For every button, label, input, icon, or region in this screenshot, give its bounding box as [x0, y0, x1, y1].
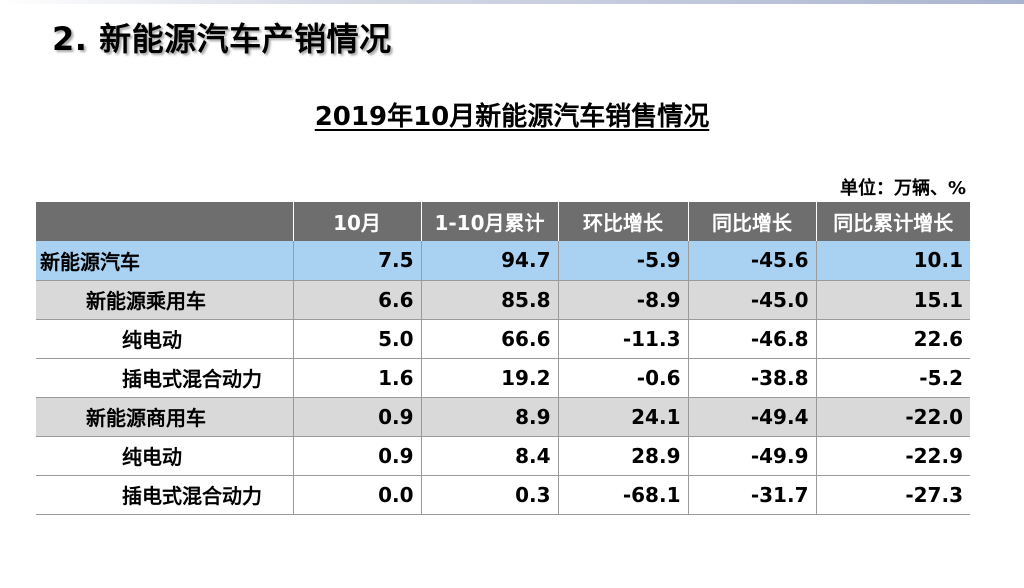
- table-cell: -49.4: [687, 397, 816, 437]
- column-header: [36, 202, 293, 241]
- table-header-row: 10月 1-10月累计 环比增长 同比增长 同比累计增长: [36, 202, 970, 241]
- table-cell: -22.9: [815, 436, 970, 476]
- table-cell: -45.0: [687, 280, 816, 320]
- table-row: 插电式混合动力 1.6 19.2 -0.6 -38.8 -5.2: [36, 358, 970, 398]
- column-header: 环比增长: [557, 202, 688, 241]
- table-row: 新能源汽车 7.5 94.7 -5.9 -45.6 10.1: [36, 241, 970, 281]
- table-cell: 0.9: [292, 436, 421, 476]
- table-cell: -31.7: [687, 475, 816, 515]
- table-cell: -0.6: [557, 358, 688, 398]
- table-title: 2019年10月新能源汽车销售情况: [314, 102, 710, 132]
- table-row: 纯电动 0.9 8.4 28.9 -49.9 -22.9: [36, 436, 970, 476]
- table-cell: 0.9: [292, 397, 421, 437]
- sales-table: 10月 1-10月累计 环比增长 同比增长 同比累计增长 新能源汽车 7.5 9…: [36, 202, 970, 515]
- table-cell: -45.6: [687, 241, 816, 281]
- table-cell: 24.1: [557, 397, 688, 437]
- table-row: 纯电动 5.0 66.6 -11.3 -46.8 22.6: [36, 319, 970, 359]
- table-cell: 66.6: [420, 319, 558, 359]
- table-cell: 1.6: [292, 358, 421, 398]
- table-row: 新能源商用车 0.9 8.9 24.1 -49.4 -22.0: [36, 397, 970, 437]
- table-cell: -68.1: [557, 475, 688, 515]
- table-cell: 5.0: [292, 319, 421, 359]
- table-cell: -5.9: [557, 241, 688, 281]
- table-cell: -38.8: [687, 358, 816, 398]
- table-cell: 0.3: [420, 475, 558, 515]
- table-cell: 0.0: [292, 475, 421, 515]
- table-cell: -8.9: [557, 280, 688, 320]
- column-header: 10月: [292, 202, 421, 241]
- table-cell: 6.6: [292, 280, 421, 320]
- table-cell: 94.7: [420, 241, 558, 281]
- row-label: 新能源汽车: [36, 241, 293, 281]
- row-label: 新能源商用车: [36, 397, 293, 437]
- unit-label: 单位：万辆、%: [839, 178, 966, 199]
- table-cell: 85.8: [420, 280, 558, 320]
- row-label: 插电式混合动力: [36, 475, 293, 515]
- table-cell: 22.6: [815, 319, 970, 359]
- row-label: 新能源乘用车: [36, 280, 293, 320]
- table-cell: -11.3: [557, 319, 688, 359]
- table-cell: -27.3: [815, 475, 970, 515]
- top-decorative-line: [0, 0, 1024, 4]
- table-cell: -46.8: [687, 319, 816, 359]
- table-cell: -22.0: [815, 397, 970, 437]
- table-cell: 8.9: [420, 397, 558, 437]
- table-cell: 15.1: [815, 280, 970, 320]
- table-row: 插电式混合动力 0.0 0.3 -68.1 -31.7 -27.3: [36, 475, 970, 515]
- table-row: 新能源乘用车 6.6 85.8 -8.9 -45.0 15.1: [36, 280, 970, 320]
- row-label: 插电式混合动力: [36, 358, 293, 398]
- column-header: 同比累计增长: [815, 202, 970, 241]
- table-cell: -49.9: [687, 436, 816, 476]
- table-cell: 7.5: [292, 241, 421, 281]
- row-label: 纯电动: [36, 436, 293, 476]
- slide-title: 2. 新能源汽车产销情况: [52, 20, 392, 58]
- column-header: 同比增长: [687, 202, 816, 241]
- row-label: 纯电动: [36, 319, 293, 359]
- table-cell: 19.2: [420, 358, 558, 398]
- table-cell: 10.1: [815, 241, 970, 281]
- column-header: 1-10月累计: [420, 202, 558, 241]
- table-cell: 28.9: [557, 436, 688, 476]
- table-cell: 8.4: [420, 436, 558, 476]
- table-cell: -5.2: [815, 358, 970, 398]
